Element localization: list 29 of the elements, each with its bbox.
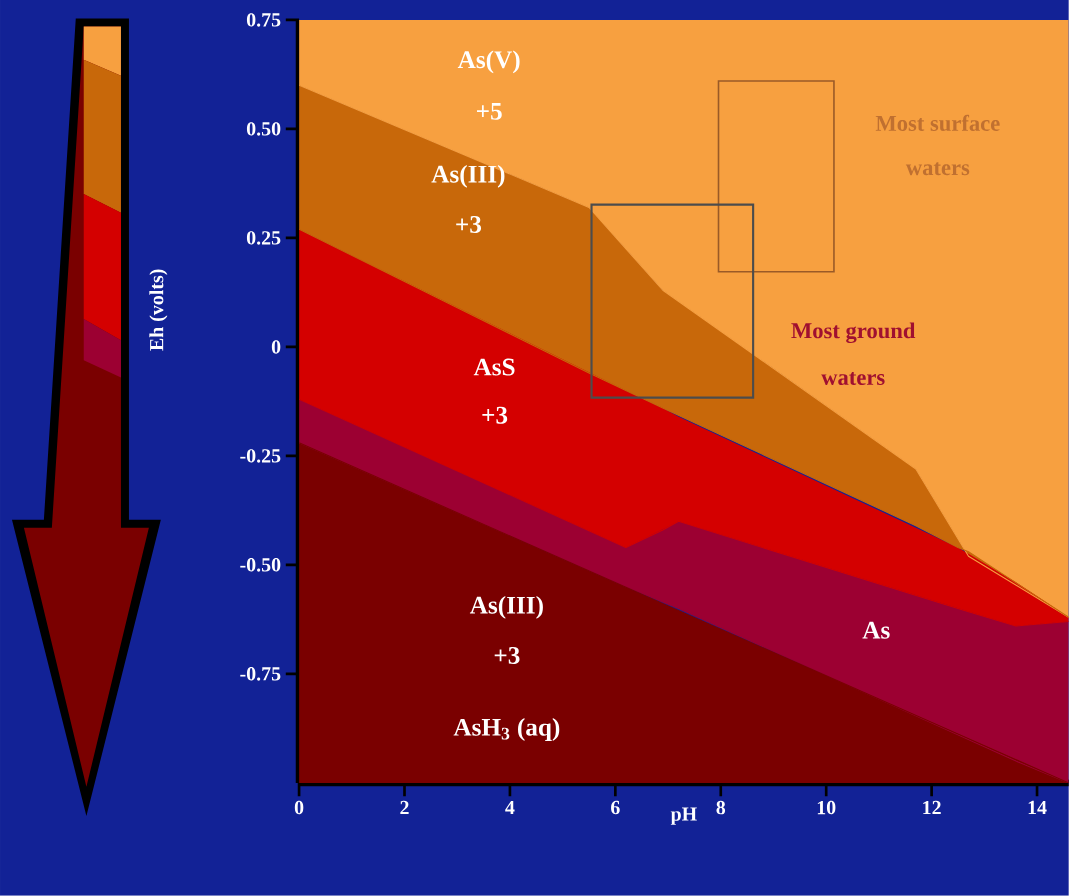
x-tick-label: 0 <box>294 800 304 815</box>
y-tick-label: 0.50 <box>246 122 281 136</box>
annotation: waters <box>821 372 885 386</box>
annotation: +3 <box>494 647 520 665</box>
x-tick-label: 4 <box>505 800 515 815</box>
annotation: AsH$_{3}$ (aq) <box>453 718 560 741</box>
annotation: As(V) <box>457 50 520 74</box>
y-tick-label: 0 <box>271 340 281 354</box>
y-tick-label: 0.25 <box>246 231 281 245</box>
y-axis-title: Eh (volts) <box>149 269 168 351</box>
y-tick-label: 0.75 <box>246 13 281 27</box>
x-tick-label: 6 <box>611 800 620 815</box>
x-tick-label: 12 <box>923 800 941 815</box>
annotation: +5 <box>476 103 502 120</box>
annotation: +3 <box>482 406 508 424</box>
x-tick-label: 14 <box>1028 800 1047 815</box>
annotation: As <box>862 621 890 639</box>
x-axis-title: pH <box>670 807 697 825</box>
annotation: AsS <box>473 358 515 376</box>
annotation: Most ground <box>791 322 916 344</box>
x-tick-label: 2 <box>400 800 409 815</box>
y-tick-label: -0.75 <box>240 667 281 681</box>
y-tick-label: -0.50 <box>240 558 281 572</box>
y-tick-label: -0.25 <box>240 449 281 463</box>
annotation: As(III) <box>431 164 505 188</box>
x-tick-label: 10 <box>817 800 836 815</box>
x-tick-label: 8 <box>716 800 726 815</box>
annotation: +3 <box>456 215 482 233</box>
annotation: As(III) <box>469 596 543 619</box>
